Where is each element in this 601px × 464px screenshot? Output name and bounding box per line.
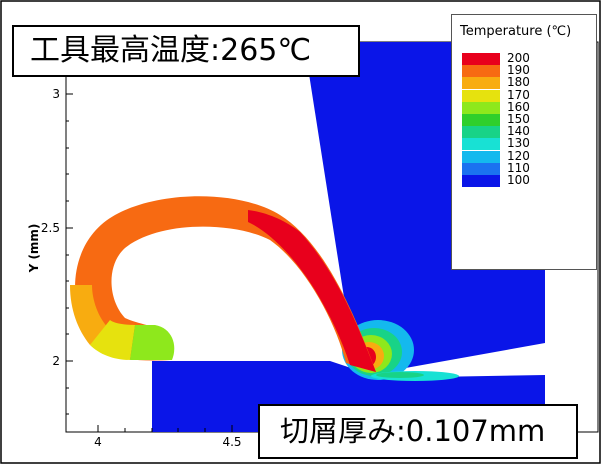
legend-swatch [462, 101, 500, 114]
legend-value: 170 [507, 87, 530, 102]
legend-value: 160 [507, 99, 530, 114]
legend-value: 150 [507, 112, 530, 126]
y-tick-label: 3 [52, 87, 60, 101]
legend-entry: 160 [452, 99, 598, 114]
legend-entry: 110 [452, 160, 598, 175]
legend-value: 120 [507, 148, 530, 163]
x-tick-label: 4.5 [222, 435, 241, 449]
chip-tail-yellow [90, 320, 135, 360]
legend-swatch [462, 126, 500, 139]
legend-swatch [462, 138, 500, 151]
chip-tail-orange [70, 285, 110, 345]
chip-thickness-callout: 切屑厚み:0.107mm [258, 404, 578, 459]
legend-entry: 120 [452, 148, 598, 163]
legend-title: Temperature (℃) [460, 24, 572, 39]
x-axis [97, 425, 233, 432]
chip-hot-band [248, 210, 376, 372]
legend-swatch [462, 89, 500, 102]
legend-entry: 140 [452, 124, 598, 139]
surface-heat-inner [376, 372, 424, 378]
legend-value: 180 [507, 75, 530, 90]
legend-swatch [462, 114, 500, 126]
legend-value: 110 [507, 160, 530, 175]
legend-value: 130 [507, 136, 530, 151]
y-tick-label: 2 [52, 354, 60, 368]
chip-tail-green [130, 325, 175, 360]
legend-entry: 170 [452, 87, 598, 102]
legend-entry: 150 [452, 112, 598, 126]
legend-value: 190 [507, 63, 530, 78]
legend-swatch [462, 65, 500, 78]
legend-swatch [462, 175, 500, 187]
y-tick-label: 2.5 [41, 221, 60, 235]
legend-entry: 100 [452, 173, 598, 187]
legend-swatch [462, 77, 500, 90]
legend-value: 140 [507, 124, 530, 139]
y-axis [66, 93, 73, 415]
legend-entry: 190 [452, 63, 598, 78]
legend-entry: 200 [452, 51, 598, 65]
temperature-legend: Temperature (℃) 200 190 180 170 160 150 140 130… [451, 14, 597, 270]
legend-value: 100 [507, 173, 530, 187]
legend-swatch [462, 150, 500, 163]
legend-swatch [462, 162, 500, 175]
legend-entry: 130 [452, 136, 598, 151]
tool-max-temperature-callout: 工具最高温度:265℃ [12, 25, 360, 77]
y-axis-label: Y (mm) [27, 224, 41, 274]
legend-value: 200 [507, 51, 530, 65]
x-tick-label: 4 [94, 435, 102, 449]
legend-entry: 180 [452, 75, 598, 90]
legend-swatch [462, 53, 500, 65]
